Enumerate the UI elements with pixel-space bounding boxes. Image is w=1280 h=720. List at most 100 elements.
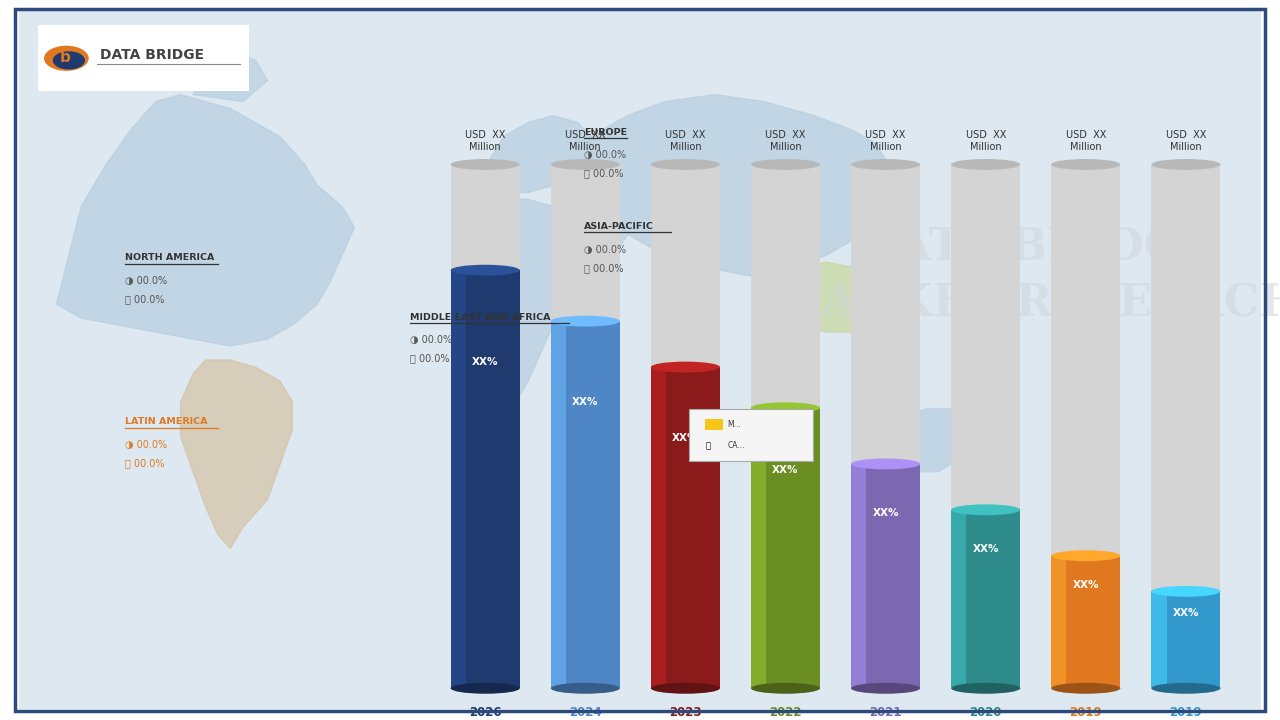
- Ellipse shape: [1051, 159, 1120, 170]
- Text: 🌐: 🌐: [705, 441, 710, 451]
- Polygon shape: [590, 94, 888, 276]
- Text: ASIA-PACIFIC: ASIA-PACIFIC: [584, 222, 654, 231]
- Bar: [951, 164, 1020, 688]
- Ellipse shape: [951, 159, 1020, 170]
- Bar: [751, 408, 767, 688]
- Ellipse shape: [851, 159, 920, 170]
- Bar: [1152, 591, 1166, 688]
- Ellipse shape: [550, 316, 620, 327]
- Bar: [1051, 556, 1066, 688]
- Text: ◑ 00.0%: ◑ 00.0%: [584, 150, 626, 161]
- FancyBboxPatch shape: [689, 409, 813, 462]
- Ellipse shape: [550, 159, 620, 170]
- Ellipse shape: [751, 683, 820, 693]
- Text: 🌐 00.0%: 🌐 00.0%: [584, 263, 623, 273]
- Text: ◑ 00.0%: ◑ 00.0%: [124, 276, 166, 286]
- Text: ◑ 00.0%: ◑ 00.0%: [411, 336, 452, 346]
- Text: XX%: XX%: [772, 464, 799, 474]
- Text: 2023: 2023: [669, 706, 701, 719]
- Text: NORTH AMERICA: NORTH AMERICA: [124, 253, 214, 262]
- Text: ◑ 00.0%: ◑ 00.0%: [584, 245, 626, 255]
- Ellipse shape: [1152, 683, 1220, 693]
- Wedge shape: [52, 51, 84, 69]
- Bar: [650, 367, 719, 688]
- Polygon shape: [566, 220, 627, 262]
- Bar: [650, 164, 719, 688]
- Text: MIDDLE EAST AND AFRICA: MIDDLE EAST AND AFRICA: [411, 312, 550, 322]
- Ellipse shape: [1051, 683, 1120, 693]
- Text: 2022: 2022: [769, 706, 801, 719]
- Text: USD  XX
Million: USD XX Million: [765, 130, 805, 152]
- Text: XX%: XX%: [1172, 608, 1199, 618]
- Ellipse shape: [650, 683, 719, 693]
- Ellipse shape: [851, 683, 920, 693]
- Text: XX%: XX%: [873, 508, 899, 518]
- Bar: [951, 510, 966, 688]
- Bar: [451, 270, 520, 688]
- Text: USD  XX
Million: USD XX Million: [666, 130, 705, 152]
- Text: XX%: XX%: [1073, 580, 1100, 590]
- Ellipse shape: [951, 683, 1020, 693]
- Ellipse shape: [751, 683, 820, 693]
- Text: 2024: 2024: [570, 706, 602, 719]
- Text: USD  XX
Million: USD XX Million: [564, 130, 605, 152]
- Text: 🌐 00.0%: 🌐 00.0%: [584, 168, 623, 179]
- Text: ◑ 00.0%: ◑ 00.0%: [124, 440, 166, 450]
- Polygon shape: [479, 115, 590, 192]
- Text: XX%: XX%: [672, 433, 699, 443]
- Text: USD  XX
Million: USD XX Million: [965, 130, 1006, 152]
- Text: CA...: CA...: [728, 441, 745, 451]
- Ellipse shape: [550, 683, 620, 693]
- Text: XX%: XX%: [572, 397, 599, 407]
- Bar: [851, 464, 867, 688]
- Text: b: b: [60, 50, 70, 65]
- Text: 🌐 00.0%: 🌐 00.0%: [411, 354, 449, 364]
- Ellipse shape: [951, 505, 1020, 516]
- Bar: [851, 164, 920, 688]
- Bar: [751, 408, 820, 688]
- Ellipse shape: [751, 159, 820, 170]
- Bar: [1152, 164, 1220, 688]
- Ellipse shape: [751, 402, 820, 413]
- Ellipse shape: [851, 459, 920, 469]
- Text: 2021: 2021: [869, 706, 902, 719]
- Text: USD  XX
Million: USD XX Million: [1066, 130, 1106, 152]
- Polygon shape: [56, 94, 355, 346]
- Text: 2019: 2019: [1170, 706, 1202, 719]
- Bar: [1051, 556, 1120, 688]
- Polygon shape: [777, 262, 901, 332]
- Bar: [550, 164, 620, 688]
- Text: XX%: XX%: [472, 357, 498, 367]
- Text: 🌐 00.0%: 🌐 00.0%: [124, 459, 164, 469]
- Ellipse shape: [451, 159, 520, 170]
- Bar: [550, 321, 566, 688]
- Text: USD  XX
Million: USD XX Million: [1166, 130, 1206, 152]
- Ellipse shape: [851, 683, 920, 693]
- Ellipse shape: [951, 683, 1020, 693]
- Text: DATA BRIDGE: DATA BRIDGE: [100, 48, 204, 63]
- Text: USD  XX
Million: USD XX Million: [865, 130, 906, 152]
- Bar: [451, 270, 466, 688]
- Text: USD  XX
Million: USD XX Million: [465, 130, 506, 152]
- Polygon shape: [193, 53, 268, 102]
- Ellipse shape: [451, 683, 520, 693]
- Ellipse shape: [451, 265, 520, 276]
- Text: 🌐 00.0%: 🌐 00.0%: [124, 294, 164, 305]
- Polygon shape: [864, 409, 975, 472]
- Text: DATA BRIDGE
MARKET RESEARCH: DATA BRIDGE MARKET RESEARCH: [773, 226, 1280, 326]
- Bar: [1051, 164, 1120, 688]
- Ellipse shape: [650, 683, 719, 693]
- Ellipse shape: [1051, 683, 1120, 693]
- Bar: [650, 367, 666, 688]
- Text: M...: M...: [728, 420, 741, 428]
- Ellipse shape: [550, 683, 620, 693]
- Bar: [951, 510, 1020, 688]
- Bar: [705, 418, 723, 430]
- Text: 2020: 2020: [969, 706, 1002, 719]
- Ellipse shape: [1152, 586, 1220, 597]
- Bar: [38, 24, 248, 91]
- Wedge shape: [44, 45, 88, 71]
- Text: EUROPE: EUROPE: [584, 127, 627, 137]
- Bar: [851, 464, 920, 688]
- Text: LATIN AMERICA: LATIN AMERICA: [124, 418, 207, 426]
